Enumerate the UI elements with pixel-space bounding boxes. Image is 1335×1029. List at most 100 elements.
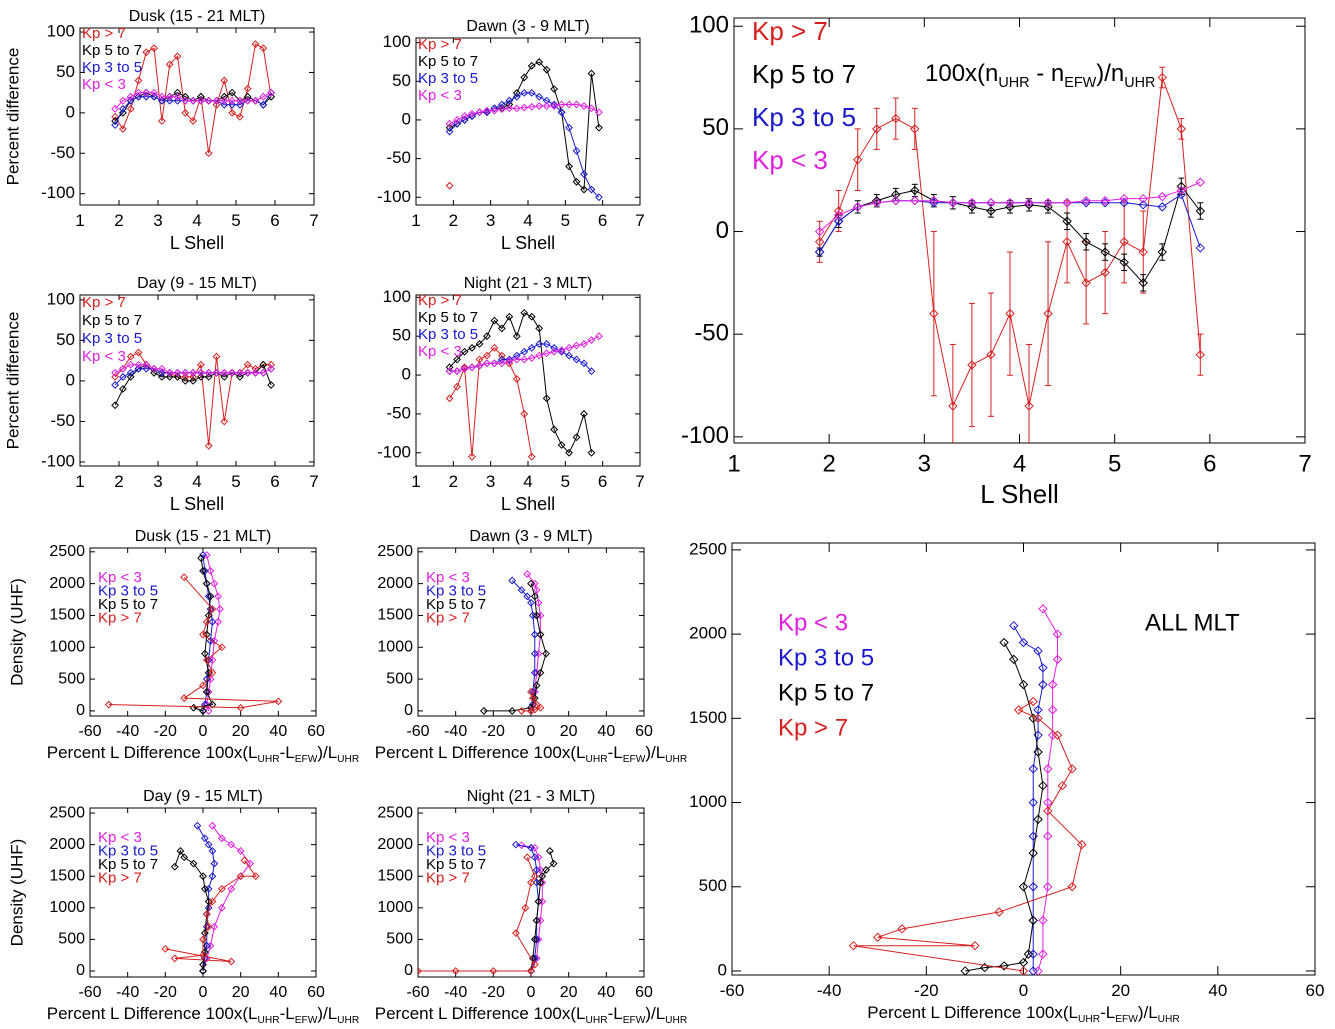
series-line bbox=[521, 844, 543, 972]
data-point bbox=[1005, 198, 1015, 208]
data-point bbox=[517, 707, 526, 715]
data-point bbox=[480, 707, 488, 715]
data-point bbox=[1018, 637, 1029, 648]
data-point bbox=[1195, 243, 1206, 253]
x-tick-label: 0 bbox=[199, 984, 208, 1001]
data-point bbox=[243, 360, 252, 369]
data-point bbox=[910, 196, 920, 206]
data-point bbox=[530, 872, 539, 881]
legend-label: Kp 3 to 5 bbox=[98, 842, 158, 859]
data-point bbox=[199, 872, 207, 881]
data-point bbox=[199, 967, 207, 975]
data-point bbox=[173, 372, 182, 381]
data-point bbox=[210, 859, 219, 868]
y-tick-label: 0 bbox=[76, 962, 85, 979]
x-tick-label: -40 bbox=[116, 984, 139, 1001]
data-point bbox=[1119, 257, 1129, 268]
data-point bbox=[111, 372, 120, 381]
data-point bbox=[530, 853, 539, 862]
y-axis-label: Density (UHF) bbox=[7, 578, 26, 686]
x-tick-label: 7 bbox=[309, 211, 318, 230]
legend-label: Kp > 7 bbox=[98, 869, 142, 886]
data-point bbox=[1067, 764, 1077, 774]
data-point bbox=[460, 347, 469, 356]
data-point bbox=[1018, 966, 1029, 975]
panel-title: Night (21 - 3 MLT) bbox=[464, 275, 593, 292]
data-point bbox=[199, 707, 207, 715]
x-tick-label: 5 bbox=[231, 211, 240, 230]
x-tick-label: 6 bbox=[598, 472, 607, 491]
data-point bbox=[118, 104, 127, 113]
y-tick-label: 1500 bbox=[377, 607, 413, 624]
x-tick-label: 20 bbox=[232, 984, 250, 1001]
data-point bbox=[948, 198, 958, 208]
data-point bbox=[891, 113, 901, 124]
panel-title: Dusk (15 - 21 MLT) bbox=[135, 528, 272, 545]
data-point bbox=[833, 210, 844, 220]
data-point bbox=[236, 703, 245, 712]
data-point bbox=[929, 308, 939, 319]
legend-label: Kp 5 to 7 bbox=[752, 59, 856, 89]
data-point bbox=[999, 637, 1009, 648]
x-tick-label: 2 bbox=[449, 472, 458, 491]
data-point bbox=[204, 840, 213, 849]
data-point bbox=[202, 579, 211, 588]
data-point bbox=[527, 843, 535, 852]
x-tick-label: 7 bbox=[635, 472, 644, 491]
data-point bbox=[181, 96, 190, 105]
data-point bbox=[853, 202, 863, 212]
data-point bbox=[1005, 308, 1015, 319]
x-tick-label: -60 bbox=[720, 981, 745, 1000]
data-point bbox=[200, 834, 209, 843]
legend-label: Kp 5 to 7 bbox=[82, 42, 142, 59]
y-tick-label: 50 bbox=[56, 62, 75, 81]
data-point bbox=[497, 104, 506, 113]
data-point bbox=[235, 112, 244, 121]
data-point bbox=[557, 441, 566, 449]
y-tick-label: 1500 bbox=[377, 867, 413, 884]
data-point bbox=[1005, 202, 1015, 212]
data-point bbox=[1100, 247, 1110, 257]
data-point bbox=[475, 340, 484, 348]
data-point bbox=[157, 117, 166, 125]
x-axis-label-part: UHR bbox=[585, 754, 607, 765]
data-point bbox=[468, 343, 476, 352]
x-axis-label-part: EFW bbox=[623, 754, 646, 765]
data-point bbox=[200, 884, 209, 893]
y-tick-label: 1000 bbox=[377, 638, 413, 655]
x-tick-label: 4 bbox=[192, 211, 201, 230]
data-point bbox=[173, 368, 182, 377]
series-line bbox=[483, 583, 547, 712]
data-point bbox=[512, 929, 520, 937]
data-point bbox=[1033, 713, 1043, 724]
data-point bbox=[134, 88, 143, 97]
data-point bbox=[530, 935, 539, 944]
series bbox=[161, 856, 260, 966]
data-point bbox=[542, 866, 550, 874]
y-tick-label: 2500 bbox=[689, 539, 727, 558]
data-point bbox=[468, 452, 476, 461]
data-point bbox=[210, 922, 219, 931]
data-point bbox=[1038, 679, 1048, 690]
legend-label: Kp 3 to 5 bbox=[82, 59, 142, 76]
data-point bbox=[199, 567, 207, 575]
y-axis-label: Percent difference bbox=[3, 312, 22, 450]
data-point bbox=[111, 368, 120, 377]
data-point bbox=[1062, 216, 1072, 226]
data-point bbox=[1033, 646, 1043, 656]
data-point bbox=[527, 967, 535, 975]
data-point bbox=[532, 866, 541, 874]
data-point bbox=[848, 940, 859, 951]
series-line bbox=[114, 363, 272, 406]
series-line bbox=[114, 351, 272, 446]
data-point bbox=[204, 707, 213, 715]
data-point bbox=[910, 185, 920, 196]
data-point bbox=[535, 351, 544, 360]
x-axis-label-part: Percent L Difference 100x(L bbox=[375, 1004, 586, 1023]
data-point bbox=[587, 448, 596, 457]
data-point bbox=[142, 364, 151, 373]
data-point bbox=[111, 104, 120, 113]
data-point bbox=[217, 834, 226, 843]
x-axis-label-part: UHR bbox=[257, 1015, 279, 1026]
x-axis-label-part: EFW bbox=[295, 1015, 318, 1026]
